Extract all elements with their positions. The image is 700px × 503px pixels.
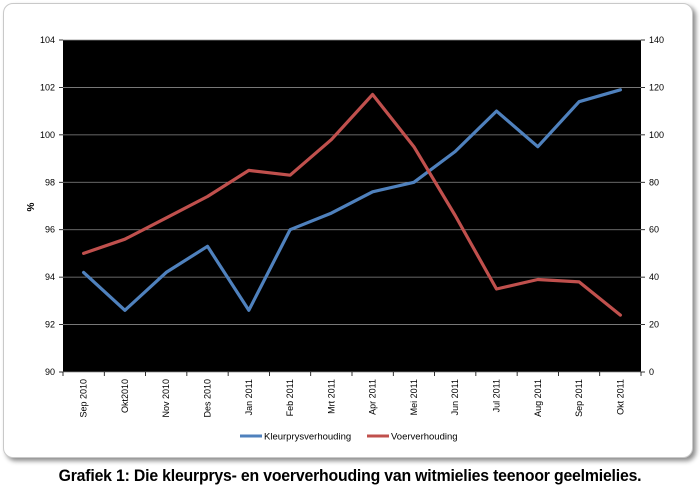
left-tick-label: 94 [45,272,55,282]
x-tick-label: Jan 2011 [244,379,254,415]
right-axis-ticks: 0 20 40 60 80 100 120 140 [641,35,664,377]
x-tick-label: Okt2010 [120,379,130,413]
x-tick-label: Sep 2011 [574,379,584,417]
left-tick-label: 98 [45,177,55,187]
left-tick-label: 96 [45,225,55,235]
legend: Kleurprysverhouding Voerverhouding [240,432,458,443]
left-tick-label: 92 [45,320,55,330]
plot-area [63,40,641,372]
left-tick-label: 104 [40,35,55,45]
x-tick-label: Okt 2011 [615,379,625,415]
legend-label: Voerverhouding [391,432,458,443]
left-tick-label: 102 [40,82,55,92]
x-tick-label: Des 2010 [203,379,213,418]
x-tick-label: Sep 2010 [79,379,89,418]
right-tick-label: 0 [649,367,654,377]
x-tick-label: Jul 2011 [492,379,502,412]
x-tick-label: Mei 2011 [409,379,419,415]
series-lines [81,88,623,317]
y-axis-label: % [26,202,37,211]
gridlines [63,39,641,373]
right-tick-label: 60 [649,225,659,235]
x-axis-ticks: Sep 2010 Okt2010 Nov 2010 Des 2010 Jan 2011 F… [62,372,642,418]
series-line-voerverhouding [81,92,623,317]
right-tick-label: 80 [649,177,659,187]
left-tick-label: 90 [45,367,55,377]
right-tick-label: 100 [649,130,664,140]
x-tick-label: Nov 2010 [161,379,171,418]
x-tick-label: Mrt 2011 [326,379,336,414]
x-tick-label: Apr 2011 [368,379,378,415]
right-tick-label: 40 [649,272,659,282]
legend-label: Kleurprysverhouding [264,432,351,443]
x-tick-label: Feb 2011 [285,379,295,416]
x-tick-label: Jun 2011 [450,379,460,415]
left-axis-ticks: 90 92 94 96 98 100 102 104 [40,35,63,377]
right-tick-label: 140 [649,35,664,45]
right-tick-label: 120 [649,82,664,92]
figure-caption: Grafiek 1: Die kleurprys- en voerverhoud… [58,466,642,485]
right-tick-label: 20 [649,320,659,330]
left-tick-label: 100 [40,130,55,140]
x-tick-label: Aug 2011 [533,379,543,417]
series-line-kleurprysverhouding [81,88,623,312]
